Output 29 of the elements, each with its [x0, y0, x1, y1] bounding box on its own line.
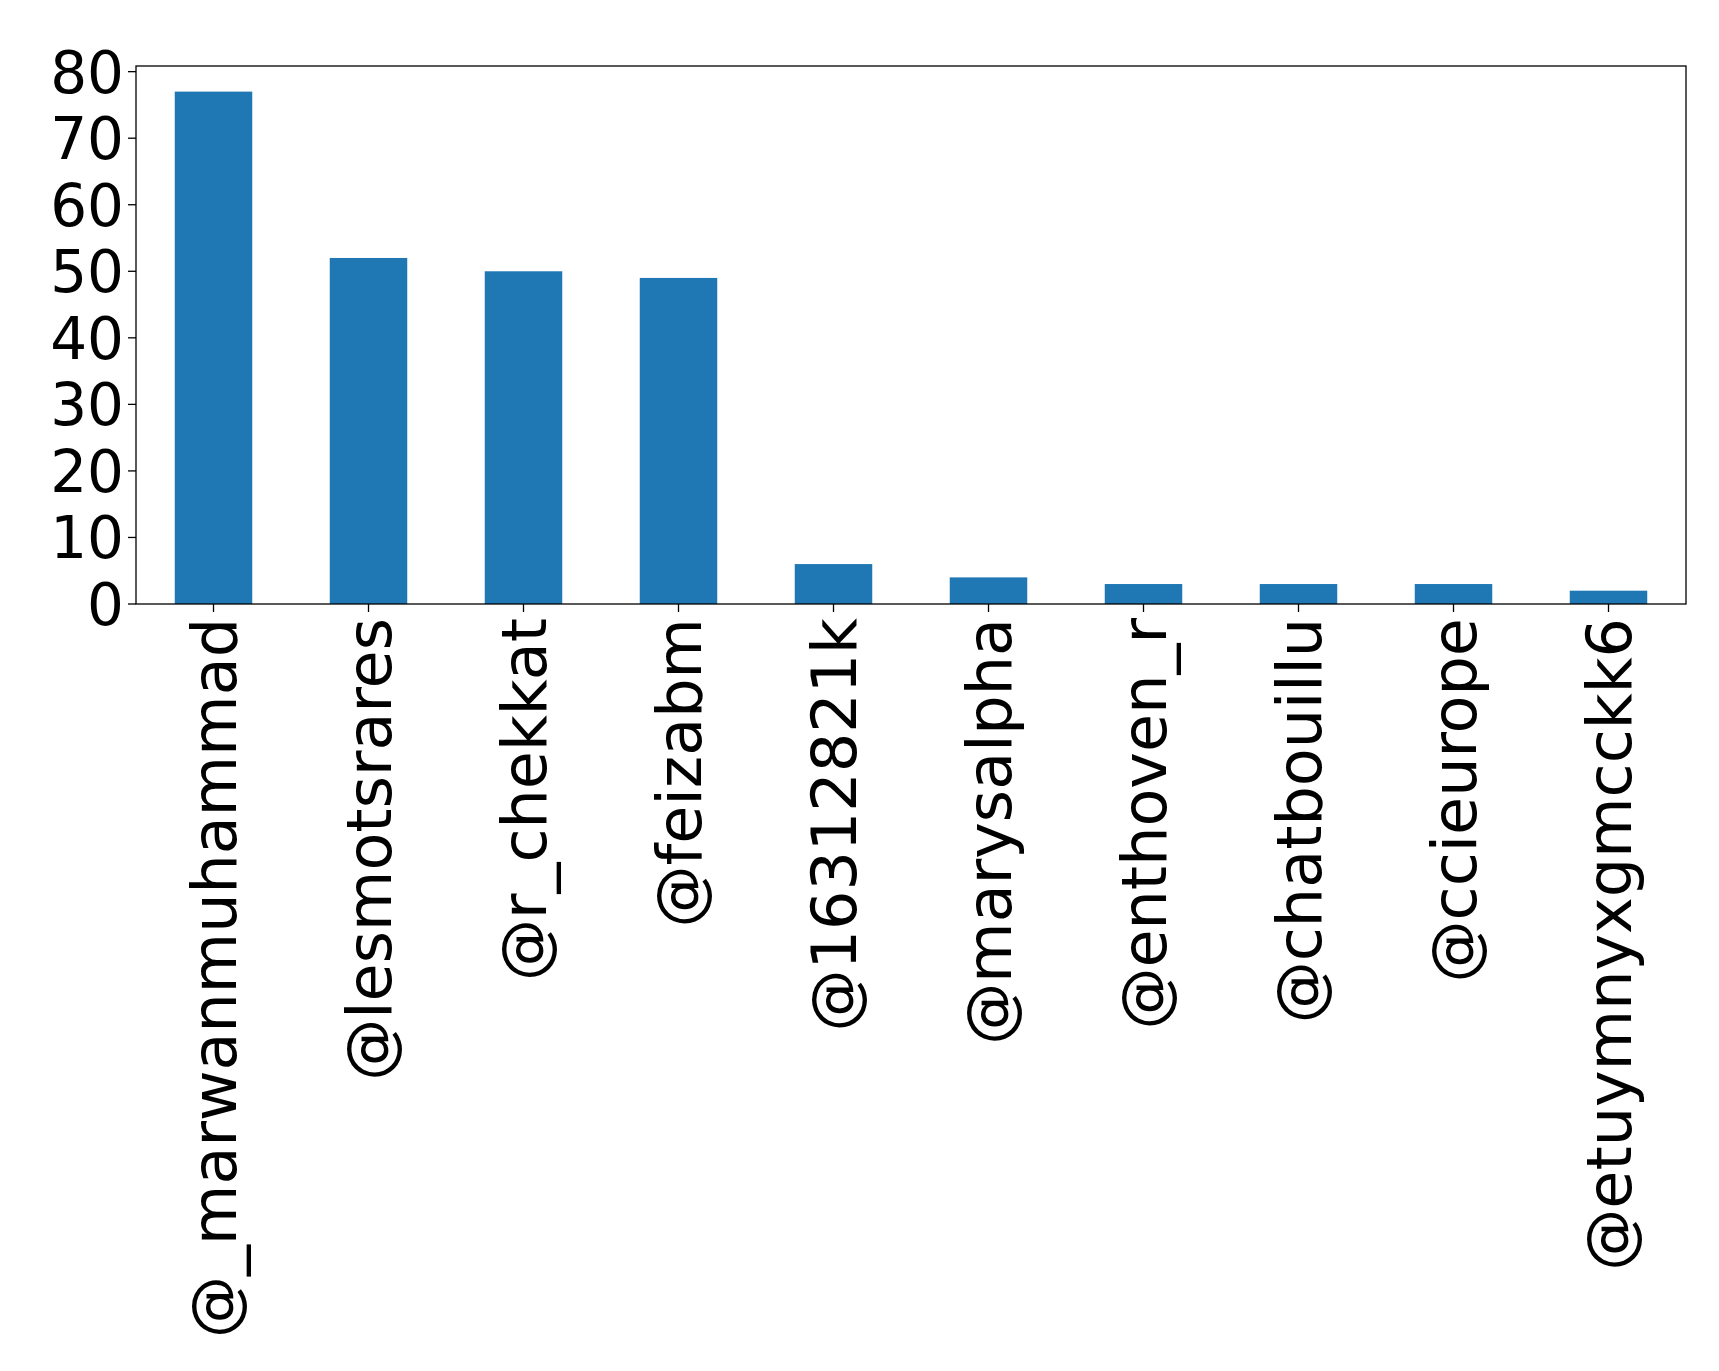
- y-tick-label: 40: [50, 304, 124, 373]
- x-tick-label: @feizabm: [642, 618, 716, 928]
- x-tick-label: @ccieurope: [1417, 618, 1491, 983]
- y-tick-label: 20: [50, 437, 124, 506]
- bar: [1104, 584, 1183, 604]
- x-tick-label: @chatbouillu: [1262, 618, 1336, 1024]
- x-tick-label: @etuymnyxgmcckk6: [1572, 618, 1646, 1271]
- x-tick-label: @r_chekkat: [487, 618, 561, 982]
- y-tick-label: 60: [50, 171, 124, 240]
- bar: [1259, 584, 1338, 604]
- y-tick-label: 80: [50, 38, 124, 107]
- bar: [1569, 590, 1648, 604]
- bar: [639, 277, 718, 604]
- y-tick-label: 10: [50, 504, 124, 573]
- bar: [1414, 584, 1493, 604]
- x-tick-label: @enthoven_r: [1107, 617, 1181, 1030]
- x-tick-label: @marysalpha: [952, 618, 1026, 1045]
- x-tick-label: @lesmotsrares: [332, 618, 406, 1081]
- bar: [949, 577, 1028, 604]
- x-tick-label: @16312821k: [797, 617, 871, 1032]
- bar: [174, 91, 253, 604]
- y-tick-label: 0: [87, 570, 124, 639]
- y-tick-label: 30: [50, 371, 124, 440]
- bar: [794, 564, 873, 604]
- bar: [484, 271, 563, 604]
- x-tick-label: @_marwanmuhammad: [177, 618, 251, 1338]
- y-tick-label: 50: [50, 238, 124, 307]
- bar: [329, 257, 408, 604]
- y-tick-label: 70: [50, 105, 124, 174]
